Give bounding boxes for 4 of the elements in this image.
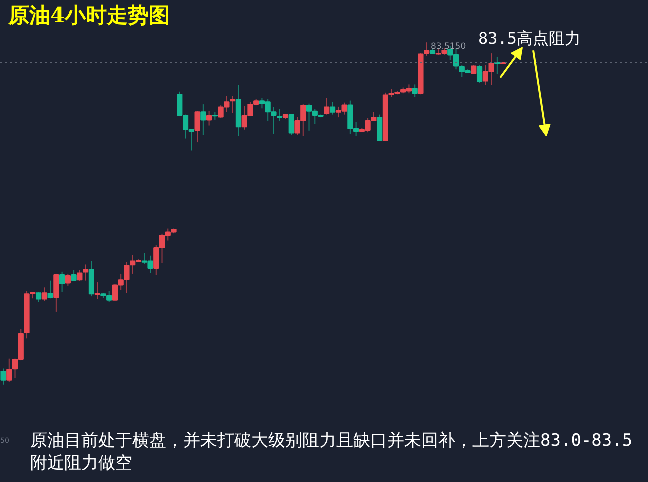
chart-title: 原油4小时走势图 bbox=[8, 2, 170, 28]
annotation: 83.5150 bbox=[430, 42, 466, 52]
annotation: 83.5高点阻力 bbox=[478, 29, 582, 48]
text: 原油目前处于横盘，并未打破大级别阻力且缺口并未回补，上方关注83.0-83.5附近阻力做空 bbox=[30, 431, 633, 474]
